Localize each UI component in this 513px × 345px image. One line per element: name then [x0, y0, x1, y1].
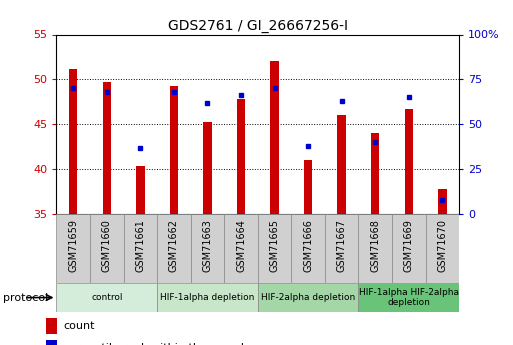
Bar: [291, 214, 325, 283]
Bar: [56, 214, 90, 283]
Bar: [46, 340, 57, 345]
Bar: [258, 214, 291, 283]
Bar: [224, 214, 258, 283]
Bar: [103, 82, 111, 214]
Bar: [258, 283, 359, 312]
Bar: [325, 214, 359, 283]
Text: GSM71661: GSM71661: [135, 219, 145, 272]
Text: GSM71662: GSM71662: [169, 219, 179, 273]
Bar: [359, 283, 459, 312]
Bar: [426, 214, 459, 283]
Text: HIF-2alpha depletion: HIF-2alpha depletion: [261, 293, 355, 302]
Text: HIF-1alpha HIF-2alpha
depletion: HIF-1alpha HIF-2alpha depletion: [359, 288, 459, 307]
Text: percentile rank within the sample: percentile rank within the sample: [63, 343, 251, 345]
Bar: [237, 99, 245, 214]
Text: GSM71663: GSM71663: [203, 219, 212, 272]
Title: GDS2761 / GI_26667256-I: GDS2761 / GI_26667256-I: [168, 19, 348, 33]
Bar: [124, 214, 157, 283]
Text: GSM71669: GSM71669: [404, 219, 414, 272]
Bar: [304, 160, 312, 214]
Text: GSM71665: GSM71665: [269, 219, 280, 273]
Text: GSM71664: GSM71664: [236, 219, 246, 272]
Bar: [69, 69, 77, 214]
Bar: [405, 109, 413, 214]
Bar: [392, 214, 426, 283]
Text: HIF-1alpha depletion: HIF-1alpha depletion: [160, 293, 254, 302]
Bar: [90, 214, 124, 283]
Text: GSM71659: GSM71659: [68, 219, 78, 273]
Text: GSM71668: GSM71668: [370, 219, 380, 272]
Text: GSM71660: GSM71660: [102, 219, 112, 272]
Bar: [136, 166, 145, 214]
Bar: [203, 121, 212, 214]
Text: control: control: [91, 293, 123, 302]
Bar: [170, 86, 178, 214]
Bar: [359, 214, 392, 283]
Text: protocol: protocol: [3, 293, 48, 303]
Bar: [338, 115, 346, 214]
Bar: [438, 189, 446, 214]
Bar: [191, 214, 224, 283]
Bar: [157, 214, 191, 283]
Bar: [157, 283, 258, 312]
Text: count: count: [63, 321, 94, 331]
Bar: [56, 283, 157, 312]
Bar: [270, 60, 279, 214]
Bar: [46, 318, 57, 334]
Bar: [371, 133, 380, 214]
Text: GSM71670: GSM71670: [438, 219, 447, 273]
Text: GSM71667: GSM71667: [337, 219, 347, 273]
Text: GSM71666: GSM71666: [303, 219, 313, 272]
